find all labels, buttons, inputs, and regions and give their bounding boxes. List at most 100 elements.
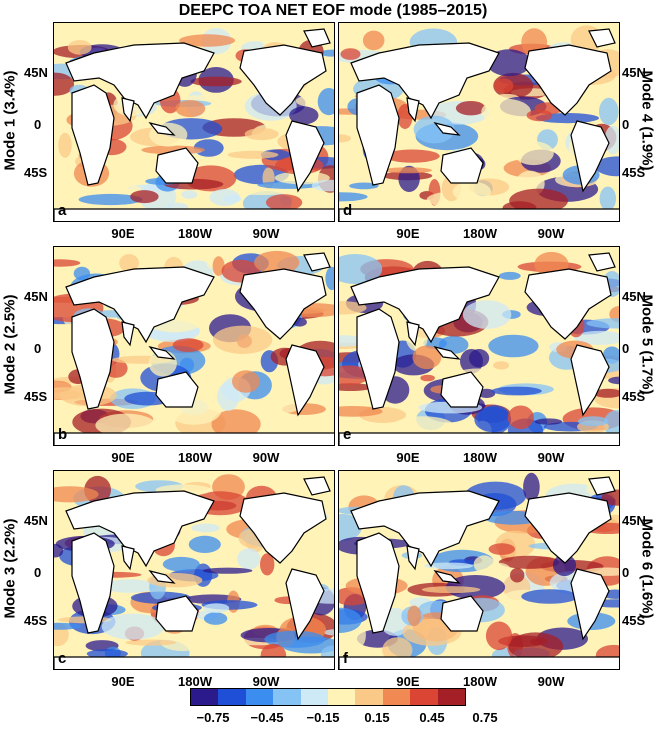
anomaly-patch [452,181,491,202]
lon-label-90e: 90E [396,226,420,241]
anomaly-patch [339,406,383,417]
anomaly-patch [125,639,177,646]
colorbar-tick: −0.75 [196,710,230,725]
anomaly-patch [509,188,568,213]
mode-label-d: Mode 4 (1.9%) [638,70,656,171]
map-panel-b: b [53,246,335,446]
anomaly-patch [58,132,72,158]
panel-letter: f [343,650,348,667]
continent [65,266,215,344]
continent [588,28,616,48]
lon-label-90e: 90E [111,674,135,689]
anomaly-patch [78,193,143,206]
colorbar-tick: 0.15 [364,710,390,725]
anomaly-patch [54,72,75,96]
continent [570,120,610,193]
lat-label-45s: 45S [622,613,646,628]
continent [71,532,115,634]
lon-label-180w: 180W [463,450,497,465]
anomaly-patch [188,535,221,553]
anomaly-patch [227,150,279,159]
anomaly-patch [513,141,554,166]
anomaly-patch [209,189,240,206]
anomaly-patch [473,555,495,574]
anomaly-patch [190,76,242,87]
continent [65,490,215,568]
anomaly-patch [193,139,224,157]
colorbar-swatch [300,689,329,705]
lat-label-45n: 45N [622,65,646,80]
anomaly-patch [339,607,362,633]
continent [588,252,616,272]
colorbar-swatch [382,689,411,705]
anomaly-patch [599,186,616,211]
anomaly-patch [203,603,230,613]
colorbar-swatch [437,689,466,705]
continent [350,490,500,568]
colorbar-swatch [245,689,274,705]
continent [285,120,325,193]
continent [303,252,331,272]
anomaly-patch [498,271,521,280]
lat-label-45s: 45S [622,389,646,404]
continent [239,44,327,116]
anomaly-patch [211,409,261,439]
anomaly-patch [260,553,275,576]
map-panel-e: e [338,246,620,446]
lon-label-90w: 90W [252,226,280,241]
continent [155,371,199,408]
anomaly-patch [604,125,619,155]
lon-label-90e: 90E [396,674,420,689]
anomaly-patch [95,413,157,437]
anomaly-patch [445,575,506,600]
anomaly-patch [603,410,619,438]
continent [155,595,199,632]
lat-label-0: 0 [34,117,42,132]
continent [524,44,612,116]
colorbar-tick: −0.45 [250,710,284,725]
continent [440,371,484,408]
anomaly-patch [469,349,490,368]
anomaly-patch [593,388,619,398]
continent [303,28,331,48]
anomaly-patch [54,622,82,630]
anomaly-patch [491,386,542,396]
map-panel-f: f [338,470,620,670]
anomaly-patch [552,554,577,577]
anomaly-patch [455,101,486,116]
continent [406,321,420,347]
anomaly-patch [608,376,619,385]
continent [433,345,461,360]
continent [570,344,610,417]
panel-letter: c [58,650,67,667]
anomaly-patch [191,523,221,533]
anomaly-patch [130,190,159,204]
lon-label-90w: 90W [252,450,280,465]
anomaly-patch [420,374,435,382]
continent [433,121,461,136]
anomaly-patch [362,30,385,51]
map-f [339,471,619,669]
panel-letter: b [58,426,68,443]
continent [406,545,420,571]
anomaly-patch [508,632,564,661]
continent [54,656,334,669]
colorbar-swatch [328,689,356,705]
continent [239,492,327,564]
anomaly-patch [412,345,442,370]
continent [121,545,135,571]
mode-label-e: Mode 5 (1.7%) [638,294,656,395]
map-panel-d: d [338,22,620,222]
anomaly-patch [421,586,481,594]
continent [71,84,115,186]
anomaly-patch [488,334,539,358]
anomaly-patch [54,486,99,503]
anomaly-patch [413,115,455,144]
anomaly-patch [325,266,334,291]
continent [65,42,215,120]
anomaly-patch [311,179,334,192]
map-c [54,471,334,669]
anomaly-patch [339,365,370,385]
continent [524,268,612,340]
anomaly-patch [172,338,204,352]
